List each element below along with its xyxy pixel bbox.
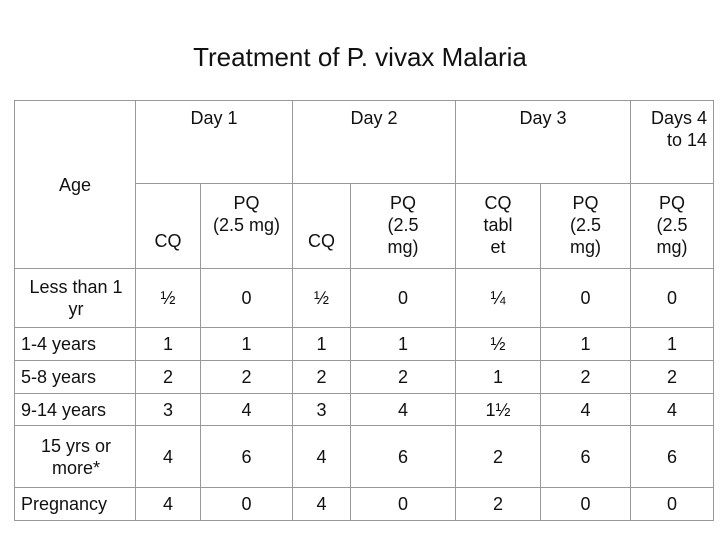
dose-cell: 0 bbox=[540, 268, 631, 328]
dose-cell: 3 bbox=[292, 393, 351, 426]
row-label: Pregnancy bbox=[14, 487, 136, 521]
sub-header: PQ (2.5 mg) bbox=[200, 183, 293, 269]
dose-cell: 1 bbox=[540, 327, 631, 361]
dose-cell: ½ bbox=[455, 327, 541, 361]
dose-cell: 4 bbox=[540, 393, 631, 426]
dose-cell: 3 bbox=[135, 393, 201, 426]
dose-cell: 4 bbox=[135, 487, 201, 521]
row-label: 15 yrs or more* bbox=[14, 425, 136, 488]
age-header: Age bbox=[14, 100, 136, 269]
dose-cell: 0 bbox=[200, 487, 293, 521]
dose-cell: 2 bbox=[540, 360, 631, 394]
sub-header-line: mg) bbox=[570, 237, 601, 257]
sub-header-line: CQ bbox=[308, 231, 335, 251]
dosage-table: Age Day 1 Day 2 Day 3 Days 4 to 14 CQ PQ (2.5 m… bbox=[14, 100, 714, 521]
dose-cell: 0 bbox=[630, 268, 714, 328]
row-label: Less than 1 yr bbox=[14, 268, 136, 328]
dose-cell: 2 bbox=[200, 360, 293, 394]
data-row: 9-14 years 3 4 3 4 1½ 4 4 bbox=[14, 393, 714, 426]
dose-cell: 4 bbox=[292, 487, 351, 521]
dose-cell: 0 bbox=[350, 487, 456, 521]
sub-header: CQ bbox=[135, 183, 201, 269]
dose-cell: 2 bbox=[292, 360, 351, 394]
dose-cell: 4 bbox=[350, 393, 456, 426]
sub-header-line: et bbox=[490, 237, 506, 257]
sub-header-line: PQ bbox=[233, 193, 260, 213]
sub-header-line: mg) bbox=[387, 237, 419, 257]
dose-cell: 6 bbox=[200, 425, 293, 488]
dose-cell: 6 bbox=[540, 425, 631, 488]
dose-cell: 2 bbox=[455, 425, 541, 488]
dose-cell: ½ bbox=[135, 268, 201, 328]
dose-cell: 1 bbox=[630, 327, 714, 361]
data-row: 15 yrs or more* 4 6 4 6 2 6 6 bbox=[14, 425, 714, 488]
sub-header-line: tabl bbox=[483, 215, 513, 235]
dose-cell: 0 bbox=[200, 268, 293, 328]
dose-cell: ¼ bbox=[455, 268, 541, 328]
dose-cell: 1 bbox=[350, 327, 456, 361]
sub-header: CQ tabl et bbox=[455, 183, 541, 269]
data-row: Less than 1 yr ½ 0 ½ 0 ¼ 0 0 bbox=[14, 268, 714, 328]
sub-header-line: (2.5 bbox=[569, 215, 602, 235]
dose-cell: 1 bbox=[135, 327, 201, 361]
row-label: 9-14 years bbox=[14, 393, 136, 426]
day-header: Days 4 to 14 bbox=[630, 100, 714, 184]
dose-cell: 2 bbox=[455, 487, 541, 521]
sub-header-line: PQ bbox=[572, 193, 599, 213]
dose-cell: 4 bbox=[135, 425, 201, 488]
data-row: 1-4 years 1 1 1 1 ½ 1 1 bbox=[14, 327, 714, 361]
dose-cell: 1 bbox=[200, 327, 293, 361]
dose-cell: 4 bbox=[292, 425, 351, 488]
sub-header-line: CQ bbox=[484, 193, 512, 213]
dose-cell: ½ bbox=[292, 268, 351, 328]
header-row: Age Day 1 Day 2 Day 3 Days 4 to 14 bbox=[14, 100, 714, 269]
sub-header-line: (2.5 bbox=[656, 215, 688, 235]
sub-header: PQ (2.5 mg) bbox=[540, 183, 631, 269]
subheader-row: CQ PQ (2.5 mg) CQ PQ (2.5 mg) CQ tabl et PQ (2.5 mg)… bbox=[15, 183, 714, 269]
sub-header-line: PQ bbox=[389, 193, 416, 213]
sub-header-line: CQ bbox=[154, 231, 182, 251]
sub-header-line: (2.5 mg) bbox=[212, 215, 281, 235]
dose-cell: 2 bbox=[135, 360, 201, 394]
dose-cell: 6 bbox=[630, 425, 714, 488]
sub-header: CQ bbox=[292, 183, 351, 269]
dose-cell: 4 bbox=[200, 393, 293, 426]
data-row: Pregnancy 4 0 4 0 2 0 0 bbox=[14, 487, 714, 521]
data-row: 5-8 years 2 2 2 2 1 2 2 bbox=[14, 360, 714, 394]
dose-cell: 0 bbox=[630, 487, 714, 521]
dose-cell: 1½ bbox=[455, 393, 541, 426]
day-header: Day 3 bbox=[455, 100, 631, 184]
day-header: Day 1 bbox=[135, 100, 293, 184]
row-label: 1-4 years bbox=[14, 327, 136, 361]
dose-cell: 1 bbox=[455, 360, 541, 394]
row-label: 5-8 years bbox=[14, 360, 136, 394]
dose-cell: 2 bbox=[630, 360, 714, 394]
dose-cell: 0 bbox=[540, 487, 631, 521]
title: Treatment of P. vivax Malaria bbox=[193, 42, 527, 72]
dose-cell: 1 bbox=[292, 327, 351, 361]
sub-header-line: (2.5 bbox=[387, 215, 419, 235]
sub-header: PQ (2.5 mg) bbox=[350, 183, 456, 269]
dose-cell: 6 bbox=[350, 425, 456, 488]
sub-header-line: mg) bbox=[656, 237, 688, 257]
day-header: Day 2 bbox=[292, 100, 456, 184]
sub-header-line: PQ bbox=[658, 193, 685, 213]
dose-cell: 0 bbox=[350, 268, 456, 328]
dose-cell: 2 bbox=[350, 360, 456, 394]
dose-cell: 4 bbox=[630, 393, 714, 426]
sub-header: PQ (2.5 mg) bbox=[630, 183, 714, 269]
